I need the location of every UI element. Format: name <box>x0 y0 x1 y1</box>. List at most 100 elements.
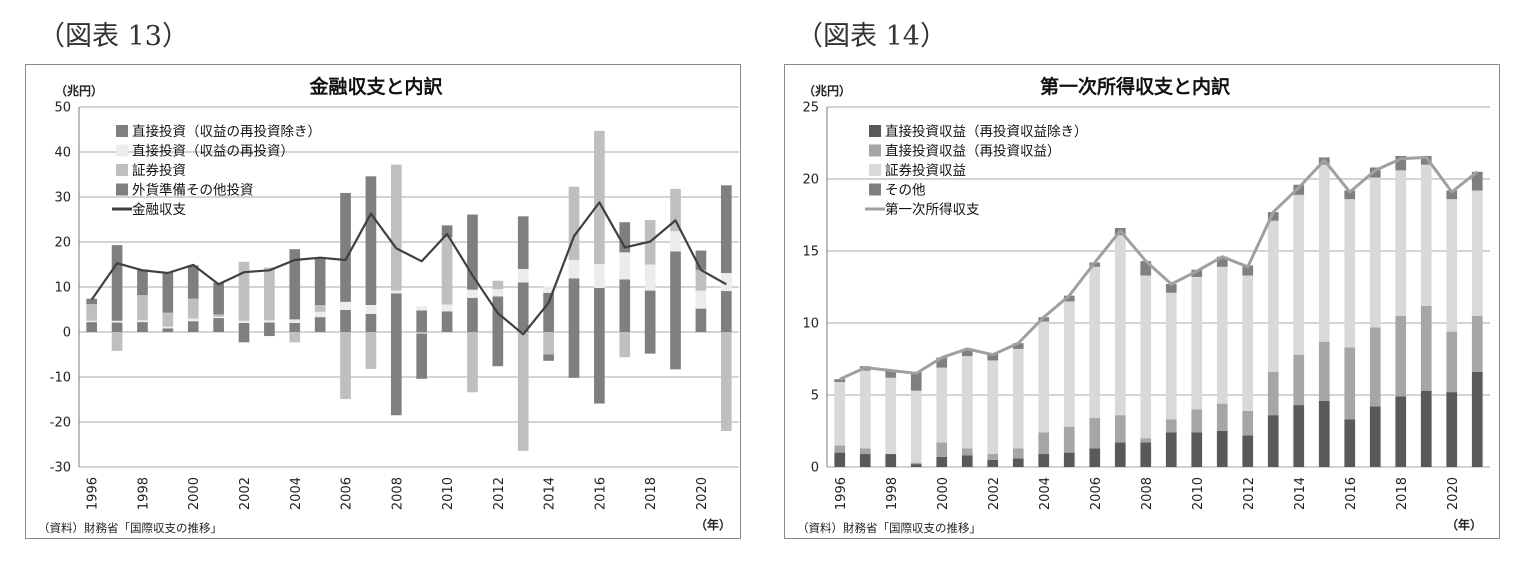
bar-segment <box>187 298 199 319</box>
x-tick-label: 2014 <box>1293 477 1308 510</box>
bar-segment <box>264 322 275 332</box>
bar-segment <box>670 231 681 252</box>
bar-segment <box>1165 432 1177 467</box>
x-tick-label: 2012 <box>1242 477 1257 510</box>
bar-segment <box>644 290 656 332</box>
bar-segment <box>264 320 275 323</box>
bar-segment <box>1140 275 1152 439</box>
bar-segment <box>1114 442 1126 467</box>
y-tick-label: -30 <box>50 461 71 476</box>
bar-segment <box>213 316 224 319</box>
bar-segment <box>314 305 326 312</box>
bar-segment <box>695 290 707 309</box>
bar-segment <box>264 332 275 337</box>
bar-segment <box>111 332 123 351</box>
bar-segment <box>568 278 580 332</box>
figure-label-13: （図表 13） <box>38 21 189 52</box>
bar-segment <box>1191 276 1203 410</box>
y-unit-label: （兆円） <box>55 83 103 98</box>
x-tick-label: 2016 <box>593 477 608 510</box>
bar-segment <box>238 261 250 321</box>
bar-segment <box>1216 256 1228 267</box>
bar-segment <box>1242 410 1254 436</box>
legend-label: その他 <box>885 183 926 199</box>
bar-segment <box>162 326 174 329</box>
x-tick-label: 2008 <box>1140 477 1155 510</box>
bar-segment <box>416 332 428 334</box>
bar-segment <box>670 251 681 332</box>
bar-segment <box>1344 190 1356 200</box>
bar-segment <box>859 370 871 449</box>
figure-label-14: （図表 14） <box>796 21 947 52</box>
legend-label: 直接投資（収益の再投資） <box>132 143 294 160</box>
bar-segment <box>1369 406 1381 467</box>
bar-segment <box>1165 292 1177 420</box>
bar-segment <box>834 445 846 453</box>
x-tick-label: 1996 <box>834 477 849 510</box>
bar-segment <box>961 348 973 357</box>
bar-segment <box>1012 343 1024 349</box>
x-tick-label: 2002 <box>238 477 253 510</box>
bar-segment <box>885 454 897 467</box>
bar-segment <box>670 332 681 370</box>
y-tick-label: 10 <box>802 317 819 332</box>
bar-segment <box>1216 403 1228 431</box>
y-tick-label: 20 <box>802 173 819 188</box>
bar-segment <box>1420 305 1432 391</box>
bar-segment <box>1165 419 1177 433</box>
bar-segment <box>1038 321 1050 433</box>
bar-segment <box>594 287 605 332</box>
x-tick-label: 2018 <box>1395 477 1410 510</box>
bar-segment <box>86 298 98 305</box>
bar-segment <box>1242 435 1254 467</box>
bar-segment <box>987 459 999 467</box>
x-tick-label: 2012 <box>492 477 507 510</box>
bar-segment <box>441 237 453 305</box>
bar-segment <box>1369 177 1381 328</box>
bar-segment <box>517 282 529 332</box>
bar-segment <box>137 320 148 323</box>
bar-segment <box>568 260 580 279</box>
x-unit-label: （年） <box>695 517 731 532</box>
bar-segment <box>1446 331 1458 393</box>
bar-segment <box>1318 341 1330 401</box>
bar-segment <box>543 292 554 332</box>
bar-segment <box>1293 184 1305 195</box>
x-tick-label: 2018 <box>644 477 659 510</box>
bar-segment <box>936 367 948 443</box>
legend-label: 証券投資収益 <box>885 163 966 179</box>
x-tick-label: 1998 <box>885 477 900 510</box>
y-tick-label: 30 <box>54 191 71 206</box>
bar-segment <box>961 448 973 456</box>
bar-segment <box>1165 284 1177 293</box>
bar-segment <box>1395 396 1407 467</box>
legend-label: 第一次所得収支 <box>885 201 980 218</box>
bar-segment <box>720 332 732 431</box>
bar-segment <box>492 280 504 290</box>
bar-segment <box>834 379 846 383</box>
y-tick-label: 25 <box>802 101 819 116</box>
bar-segment <box>365 314 377 332</box>
bar-segment <box>1038 454 1050 467</box>
bar-segment <box>137 295 148 321</box>
bar-segment <box>1191 269 1203 277</box>
bar-segment <box>137 322 148 332</box>
bar-segment <box>1344 347 1356 420</box>
bar-segment <box>1114 415 1126 443</box>
bar-segment <box>314 317 326 332</box>
bar-segment <box>1420 155 1432 165</box>
bar-segment <box>1344 419 1356 467</box>
bar-segment <box>1012 448 1024 459</box>
bar-segment <box>1140 261 1152 276</box>
x-tick-label: 2002 <box>987 477 1002 510</box>
bar-segment <box>1216 431 1228 467</box>
bar-segment <box>936 442 948 457</box>
bar-segment <box>314 257 326 305</box>
bar-segment <box>1191 409 1203 433</box>
x-tick-label: 2008 <box>390 477 405 510</box>
bar-segment <box>720 291 732 332</box>
bar-segment <box>390 290 402 294</box>
bar-segment <box>162 312 174 327</box>
bar-segment <box>1446 190 1458 200</box>
bar-segment <box>936 456 948 467</box>
